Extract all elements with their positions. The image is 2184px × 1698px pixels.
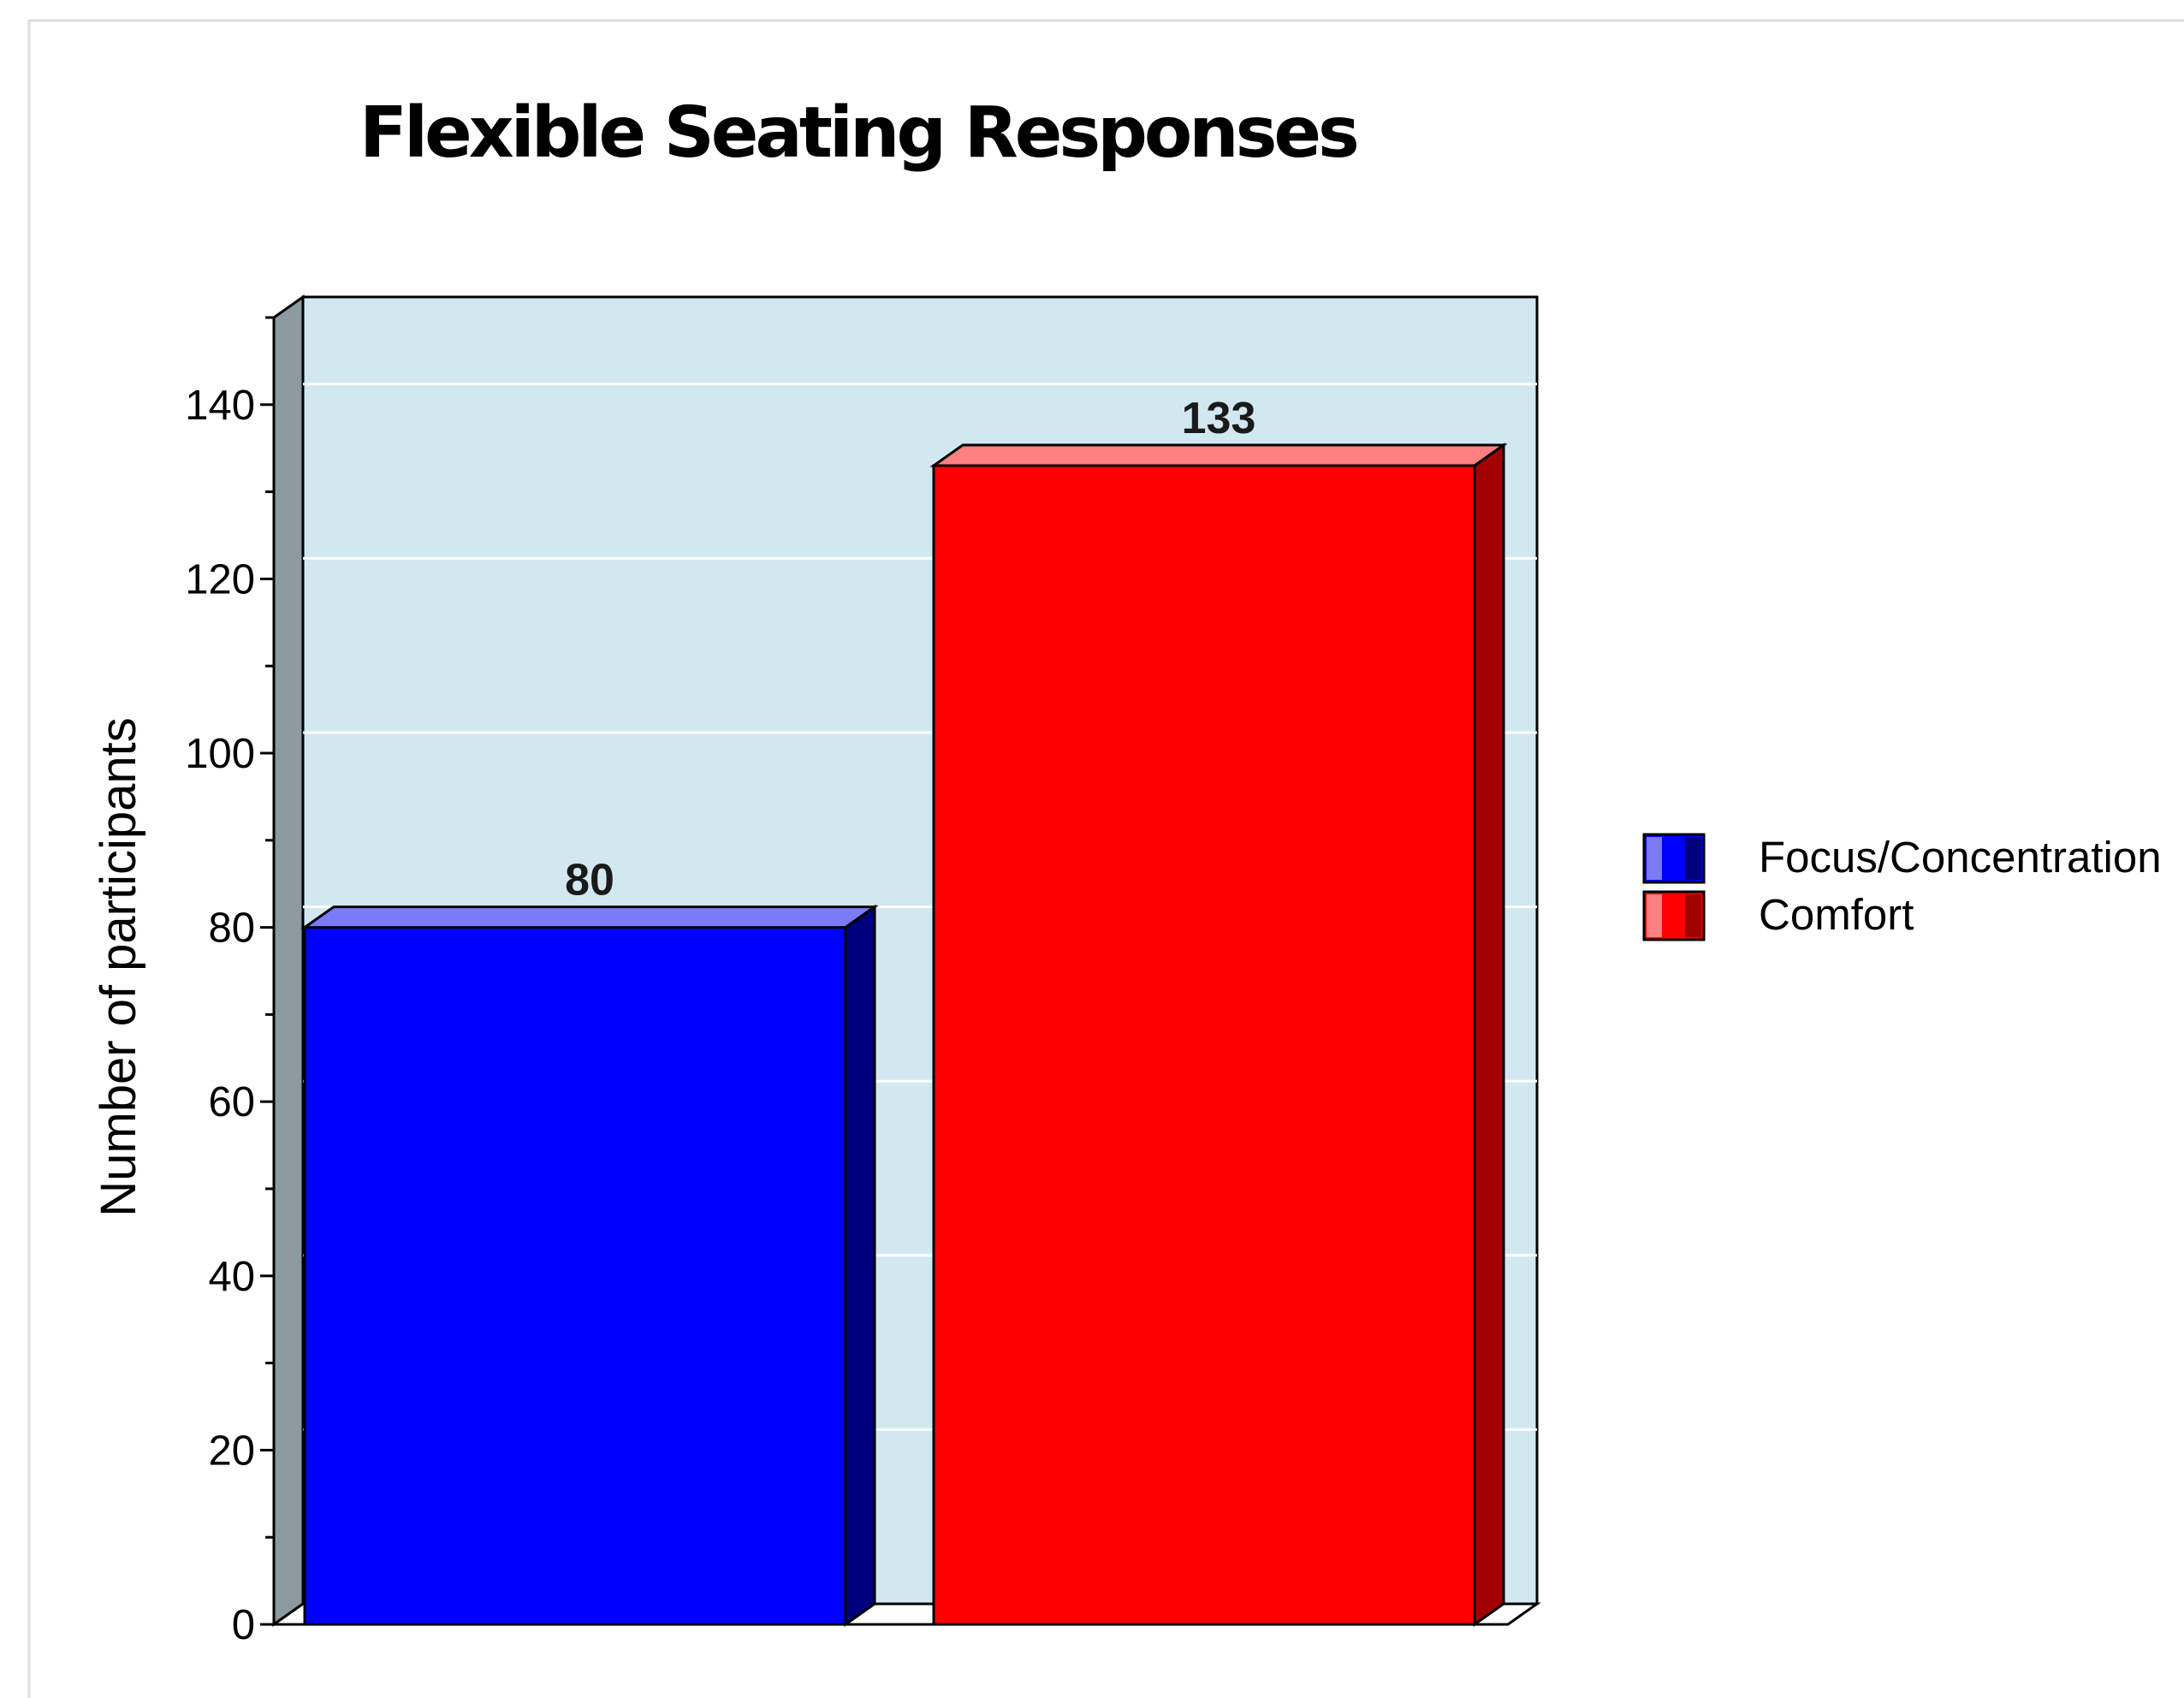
y-tick-label: 80 — [208, 905, 255, 952]
legend-swatch-shade — [1685, 894, 1701, 937]
bar-side — [844, 904, 876, 1627]
bar-front — [303, 926, 847, 1626]
chart-title: Flexible Seating Responses — [359, 92, 1356, 174]
y-tick-label: 100 — [185, 731, 255, 777]
bar-side — [1473, 442, 1505, 1627]
y-axis-label: Number of participants — [91, 717, 146, 1216]
data-label: 80 — [565, 856, 614, 905]
legend-swatch-shade — [1685, 837, 1701, 880]
legend-label: Comfort — [1759, 890, 1914, 939]
y-tick-label: 40 — [208, 1254, 255, 1300]
y-axis: 0 20 40 60 80 100 120 140 — [185, 316, 274, 1648]
data-label: 133 — [1182, 394, 1256, 443]
y-tick-label: 0 — [232, 1602, 255, 1648]
y-tick-label: 20 — [208, 1428, 255, 1474]
legend-item: Focus/Concentration — [1642, 833, 2162, 884]
y-tick-label: 60 — [208, 1079, 255, 1125]
bar-front — [932, 464, 1476, 1626]
legend-swatch-highlight — [1647, 894, 1662, 937]
y-tick-label: 120 — [185, 556, 255, 603]
bar-top — [300, 905, 879, 929]
legend-swatch-highlight — [1647, 837, 1662, 880]
data-labels: 80 133 — [565, 394, 1255, 905]
plot-left-wall — [272, 294, 305, 1627]
y-tick-label: 140 — [185, 383, 255, 429]
bar-top — [929, 443, 1508, 467]
bars — [300, 442, 1508, 1627]
chart-frame — [27, 19, 2184, 1698]
legend-label: Focus/Concentration — [1759, 833, 2162, 882]
legend-item: Comfort — [1642, 890, 1914, 941]
legend: Focus/Concentration Comfort — [1642, 833, 2162, 941]
